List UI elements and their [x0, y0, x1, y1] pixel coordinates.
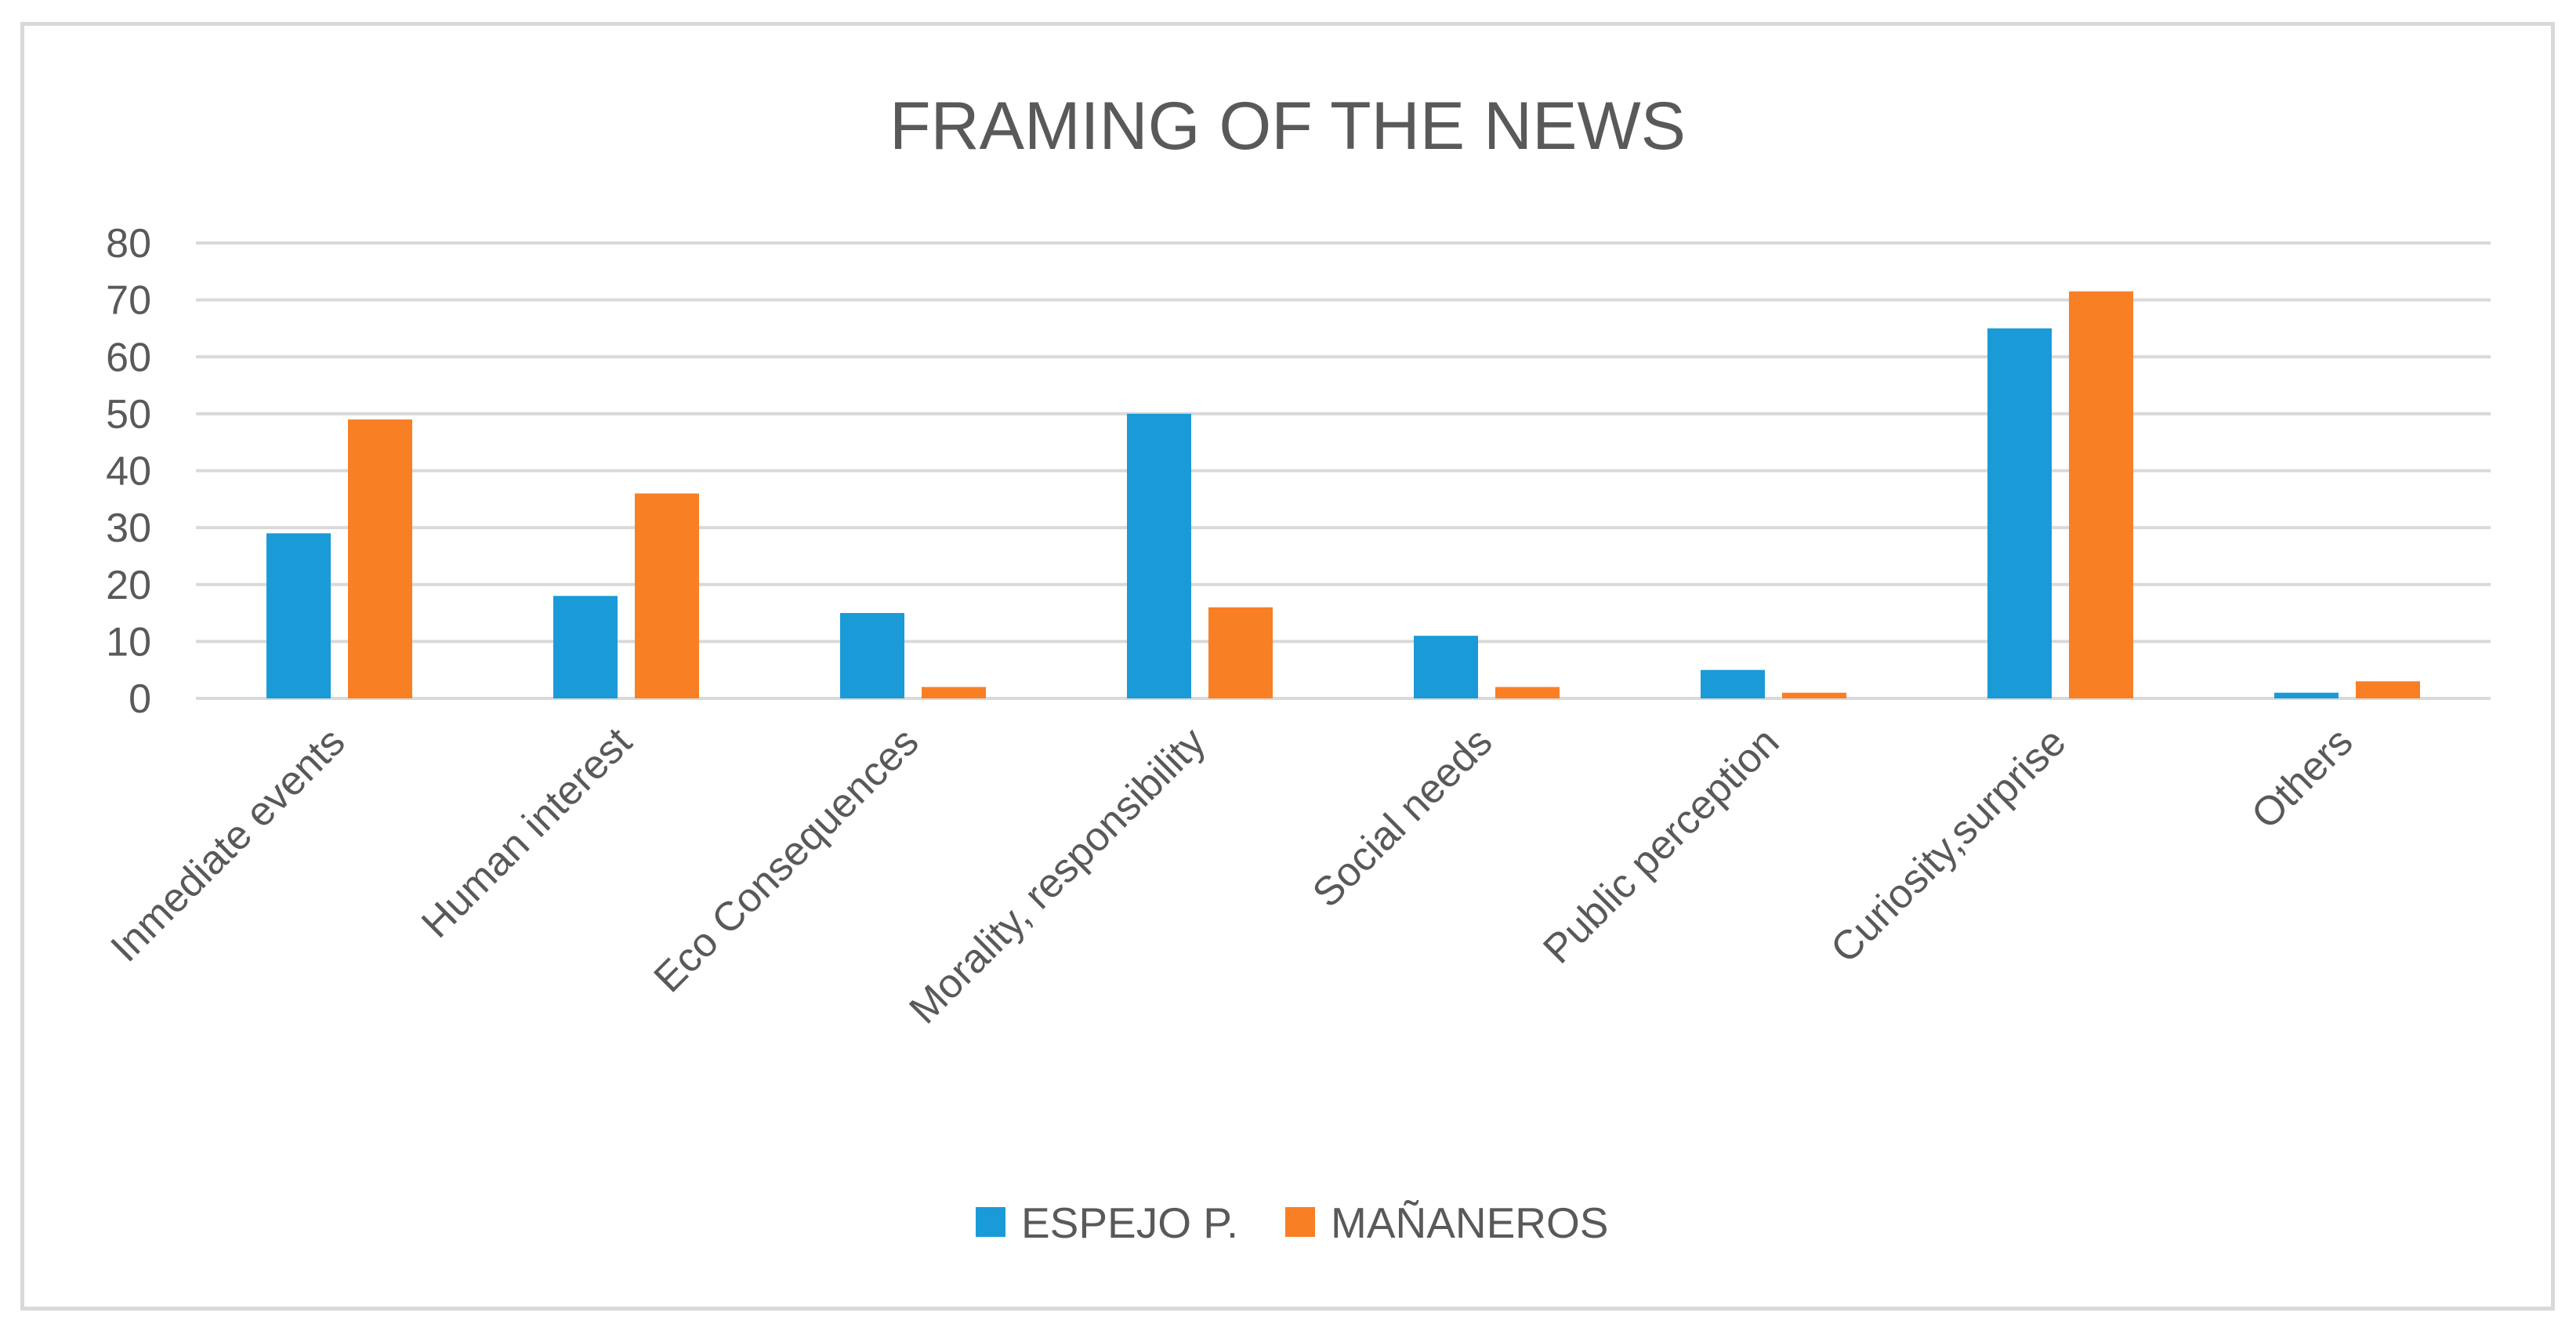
- bars: [266, 291, 2420, 698]
- y-tick-label: 80: [106, 221, 151, 267]
- legend-label: MAÑANEROS: [1331, 1198, 1609, 1247]
- legend-label: ESPEJO P.: [1021, 1198, 1238, 1247]
- x-category-label: Social needs: [1304, 719, 1502, 916]
- x-category-label: Human interest: [413, 719, 641, 947]
- bar-series1-7: [2274, 692, 2339, 698]
- bar-series2-0: [348, 419, 412, 698]
- x-category-label: Curiosity,surprise: [1822, 719, 2074, 971]
- bar-series2-2: [922, 687, 986, 698]
- x-category-label: Eco Consequences: [646, 719, 928, 1001]
- bar-series2-1: [635, 493, 699, 698]
- legend: ESPEJO P. MAÑANEROS: [976, 1198, 1609, 1247]
- bar-series2-6: [2069, 291, 2133, 698]
- bar-series1-5: [1701, 669, 1765, 698]
- x-category-label: Inmediate events: [102, 719, 353, 970]
- bar-series1-0: [266, 533, 331, 698]
- bar-series2-7: [2356, 681, 2420, 698]
- bar-series1-3: [1127, 413, 1191, 698]
- y-tick-label: 10: [106, 619, 151, 665]
- legend-swatch: [1285, 1207, 1315, 1237]
- bar-series2-5: [1782, 692, 1846, 698]
- legend-swatch: [976, 1207, 1005, 1237]
- y-tick-label: 20: [106, 563, 151, 608]
- x-category-label: Morality, responsibility: [901, 719, 1215, 1032]
- bar-series2-4: [1495, 687, 1560, 698]
- y-tick-label: 30: [106, 506, 151, 551]
- bar-series1-6: [1987, 328, 2052, 698]
- y-tick-label: 40: [106, 449, 151, 495]
- bar-series1-2: [840, 613, 904, 698]
- y-tick-label: 50: [106, 392, 151, 437]
- y-tick-label: 0: [129, 676, 151, 722]
- x-axis-labels: Inmediate events Human interest Eco Conseq…: [102, 719, 2361, 1032]
- y-tick-label: 60: [106, 335, 151, 380]
- bar-series1-4: [1414, 636, 1478, 698]
- y-tick-label: 70: [106, 278, 151, 324]
- x-category-label: Public perception: [1534, 719, 1788, 972]
- bar-series1-1: [553, 596, 618, 698]
- gridlines: [196, 241, 2491, 700]
- x-category-label: Others: [2243, 719, 2361, 837]
- chart-title: FRAMING OF THE NEWS: [889, 89, 1686, 164]
- y-axis-ticks: 0 10 20 30 40 50 60 70 80: [106, 221, 151, 722]
- bar-series2-3: [1208, 607, 1273, 698]
